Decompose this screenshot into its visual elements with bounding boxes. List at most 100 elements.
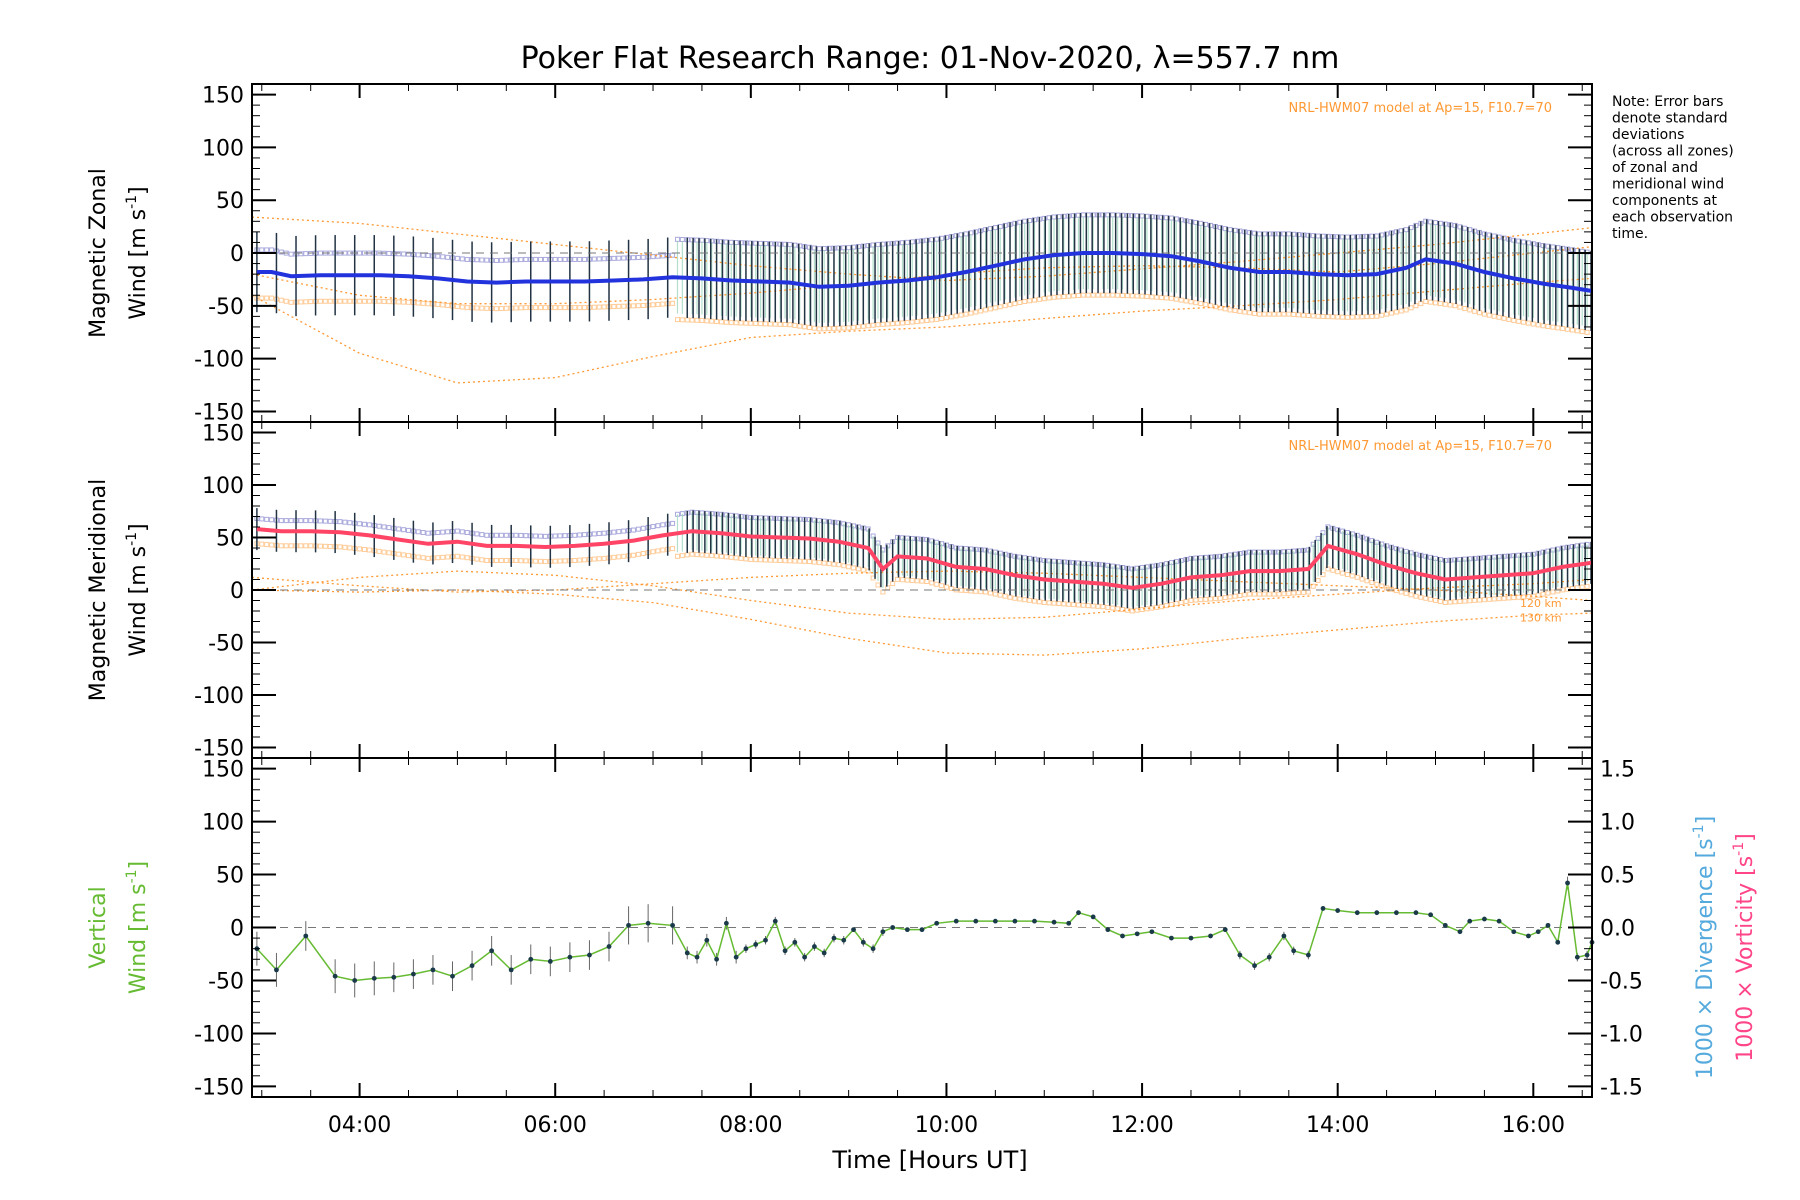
zone-sample: [1521, 594, 1527, 600]
zone-sample: [689, 317, 695, 323]
zone-sample: [983, 307, 989, 313]
divergence-ylabel-text: 1000 × Divergence [s: [1693, 838, 1718, 1079]
zone-sample: [1247, 310, 1253, 316]
zone-sample: [396, 551, 402, 557]
zone-sample: [1080, 212, 1086, 218]
right-y-tick-label: 1.5: [1600, 758, 1635, 783]
zone-sample: [1168, 295, 1174, 301]
zone-sample: [459, 256, 465, 262]
zone-sample: [1481, 231, 1487, 237]
vertical-point: [743, 946, 749, 952]
note-line: components at: [1612, 193, 1718, 209]
right-y-tick-label: -1.5: [1600, 1075, 1643, 1100]
zone-sample: [611, 304, 617, 310]
vertical-point: [704, 937, 710, 943]
zone-sample: [777, 321, 783, 327]
zone-sample: [811, 559, 817, 565]
y-tick-label: -100: [194, 348, 244, 373]
y-tick-label: -150: [194, 400, 244, 425]
zone-sample: [435, 253, 441, 259]
zone-sample: [890, 321, 896, 327]
zone-sample: [1384, 231, 1390, 237]
vertical-point: [1032, 918, 1037, 924]
zone-sample: [381, 298, 387, 304]
zone-sample: [533, 533, 539, 539]
zone-sample: [1462, 306, 1468, 312]
zone-sample: [1340, 314, 1346, 320]
zone-sample: [308, 518, 314, 524]
zone-sample: [513, 558, 519, 563]
zone-sample: [743, 320, 749, 326]
zone-sample: [963, 231, 969, 237]
zone-sample: [278, 249, 284, 255]
zone-sample: [1364, 233, 1370, 239]
zone-sample: [983, 227, 989, 233]
zone-sample: [288, 299, 294, 305]
zone-sample: [630, 255, 636, 261]
note-line: (across all zones): [1612, 144, 1734, 160]
zone-sample: [1247, 229, 1253, 235]
zone-sample: [816, 246, 822, 252]
zone-sample: [738, 240, 744, 246]
zone-sample: [929, 317, 935, 323]
zone-sample: [1516, 594, 1522, 600]
zone-sample: [1012, 220, 1018, 226]
zone-sample: [322, 518, 328, 524]
zone-sample: [1300, 312, 1306, 318]
zone-sample: [1398, 308, 1404, 314]
x-tick-label: 10:00: [915, 1113, 978, 1138]
zone-sample: [992, 225, 998, 231]
zone-sample: [1256, 311, 1262, 317]
right-y-tick-label: 1.0: [1600, 811, 1635, 836]
zone-sample: [997, 304, 1003, 310]
vertical-ylabel-line2: Wind [m s-1]: [124, 861, 151, 994]
zone-sample: [1031, 598, 1037, 604]
zone-sample: [1120, 212, 1126, 218]
note-line: deviations: [1612, 127, 1684, 143]
zone-sample: [523, 305, 529, 311]
zone-sample: [572, 532, 578, 538]
zone-sample: [523, 533, 529, 539]
zone-sample: [1173, 296, 1179, 302]
zone-sample: [797, 323, 803, 329]
zone-sample: [1437, 301, 1443, 307]
zone-sample: [386, 250, 392, 256]
zone-sample: [533, 256, 539, 262]
zone-sample: [1036, 599, 1042, 605]
zone-sample: [1545, 590, 1551, 596]
zone-sample: [1354, 574, 1360, 580]
zone-sample: [420, 530, 426, 535]
zone-sample: [445, 554, 451, 560]
zone-sample: [415, 252, 421, 258]
zone-sample: [420, 300, 426, 306]
zone-sample: [807, 244, 813, 250]
y-tick-label: 100: [202, 811, 244, 836]
zone-sample: [855, 566, 861, 572]
zone-sample: [792, 558, 798, 564]
zone-sample: [1491, 313, 1497, 319]
zone-sample: [699, 237, 705, 243]
x-axis-label: Time [Hours UT]: [831, 1146, 1027, 1174]
zone-sample: [763, 557, 769, 563]
vertical-point: [1511, 929, 1517, 935]
zone-sample: [538, 533, 544, 539]
zone-sample: [1335, 314, 1341, 320]
vertical-point: [1496, 918, 1502, 924]
zone-sample: [1408, 592, 1414, 598]
zone-sample: [1227, 594, 1233, 600]
zone-sample: [709, 238, 715, 244]
zone-sample: [401, 552, 407, 558]
y-tick-label: -150: [194, 1075, 244, 1100]
vertical-point: [391, 974, 397, 980]
zone-sample: [538, 558, 544, 564]
zone-sample: [899, 320, 905, 326]
zone-sample: [1276, 311, 1282, 317]
zone-sample: [611, 255, 617, 261]
zone-sample: [1002, 593, 1008, 599]
zone-sample: [342, 544, 348, 550]
divergence-ylabel: 1000 × Divergence [s-1]: [1691, 816, 1718, 1079]
zone-sample: [1315, 577, 1321, 583]
zone-sample: [1080, 292, 1086, 298]
zone-sample: [562, 305, 568, 311]
